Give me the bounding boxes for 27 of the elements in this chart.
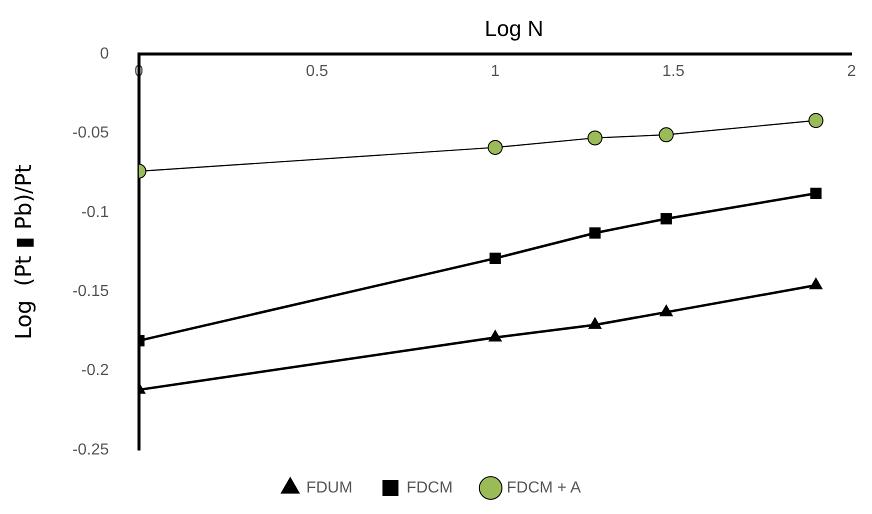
point [659,304,674,316]
y-tick-label: -0.25 [72,441,109,458]
point [660,213,672,224]
point [588,316,602,329]
y-axis-title: Log (Pt ▮ Pb)/Pt [12,164,37,340]
x-tick-label: 1 [490,63,500,80]
y-tick-label: -0.15 [72,283,109,300]
x-axis-title: Log N [484,16,544,42]
point [490,252,501,264]
point [808,277,823,290]
point [808,113,824,128]
x-tick-label: 1.5 [662,63,685,80]
point [587,130,602,146]
legend-label: FDCM + A [506,479,582,496]
y-tick-label: -0.05 [72,124,109,142]
y-tick-label: 0 [100,45,109,62]
point [810,188,822,200]
x-tick-label: 2 [847,63,856,80]
y-tick-label: -0.1 [81,204,109,221]
legend-label: FDUM [306,479,352,496]
point [488,330,502,342]
y-tick-label: -0.2 [81,362,109,380]
x-tick-label: 0.5 [306,63,328,80]
point [658,127,674,142]
legend-label: FDCM [406,479,453,496]
point [589,227,601,239]
point [488,140,503,155]
